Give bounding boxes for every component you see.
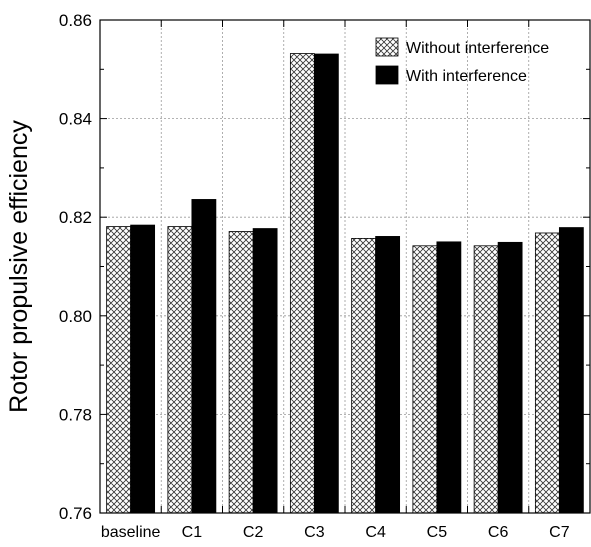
bar-without-interference [534, 232, 560, 514]
y-tick-label: 0.82 [59, 208, 92, 227]
bar-with-interference [558, 227, 584, 514]
legend-swatch-without-interference [375, 37, 399, 57]
bar-without-interference [412, 245, 438, 514]
y-tick-labels: 0.76 0.78 0.80 0.82 0.84 0.86 [59, 11, 92, 523]
bar-without-interference [228, 231, 254, 514]
x-category-label: baseline [101, 524, 161, 541]
y-tick-label: 0.80 [59, 307, 92, 326]
y-tick-label: 0.86 [59, 11, 92, 30]
bar-with-interference [436, 241, 462, 514]
x-category-label: C1 [182, 524, 203, 541]
bar-without-interference [106, 226, 132, 514]
y-tick-label: 0.84 [59, 110, 92, 129]
bar-with-interference [252, 228, 278, 514]
legend-label-with-interference: With interference [406, 68, 527, 85]
bar-with-interference [313, 53, 339, 514]
bar-without-interference [351, 237, 377, 514]
bar-without-interference [289, 53, 315, 514]
legend: Without interference With interference [375, 37, 549, 85]
y-tick-label: 0.76 [59, 504, 92, 523]
bar-with-interference [191, 199, 217, 514]
x-category-label: C6 [488, 524, 509, 541]
x-category-label: C3 [304, 524, 325, 541]
bar-without-interference [167, 226, 193, 514]
y-tick-label: 0.78 [59, 405, 92, 424]
bar-with-interference [375, 236, 401, 514]
bar-with-interference [497, 241, 523, 514]
x-category-labels: baseline C1 C2 C3 C4 C5 C6 C7 [101, 524, 570, 541]
x-category-label: C5 [427, 524, 448, 541]
bars [106, 53, 584, 514]
x-category-label: C4 [365, 524, 386, 541]
legend-label-without-interference: Without interference [406, 40, 549, 57]
legend-swatch-with-interference [375, 65, 399, 85]
y-axis-label: Rotor propulsive efficiency [5, 120, 33, 413]
bar-without-interference [473, 245, 499, 514]
x-category-label: C7 [549, 524, 570, 541]
axis-ticks [100, 19, 590, 514]
x-category-label: C2 [243, 524, 264, 541]
bar-with-interference [130, 224, 156, 514]
